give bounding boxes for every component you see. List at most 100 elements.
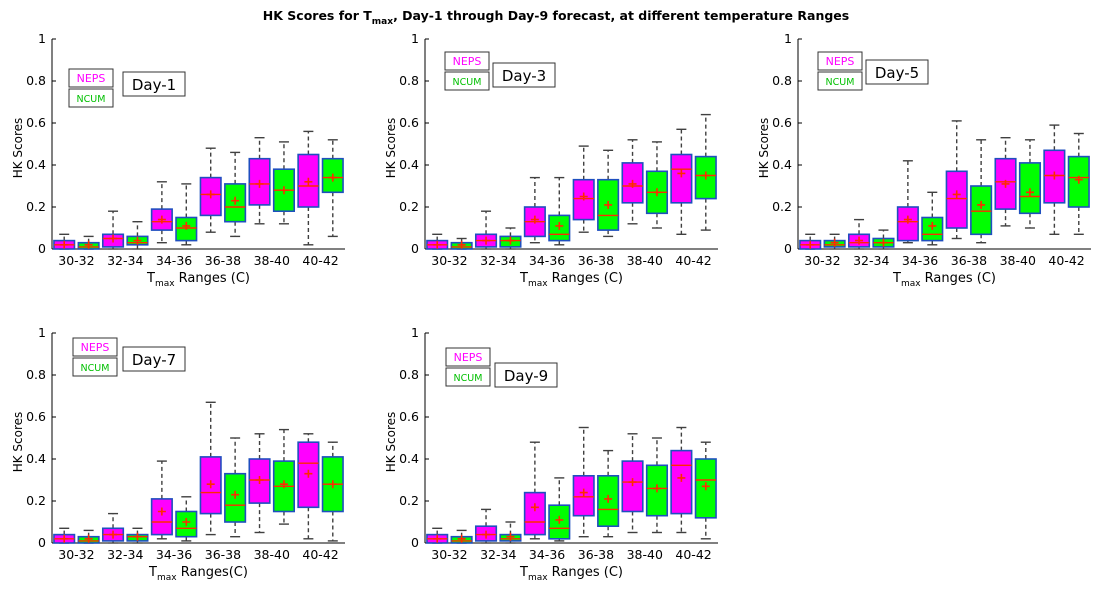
y-tick-label: 0.8: [26, 367, 46, 382]
ncum-box: [645, 141, 669, 229]
y-axis-label: HK Scores: [384, 118, 398, 179]
neps-box: [53, 527, 76, 544]
x-tick-label: 36-38: [205, 547, 241, 562]
x-axis-label-subscript: max: [901, 279, 921, 289]
mean-marker: [182, 518, 191, 526]
neps-box: [523, 176, 546, 244]
x-tick-label: 32-34: [480, 253, 516, 268]
y-tick-label: 0.4: [399, 451, 419, 466]
mean-marker: [628, 478, 637, 487]
x-tick-label: 38-40: [254, 253, 290, 268]
day-label-box: [494, 362, 558, 388]
y-tick-label: 1: [784, 31, 792, 46]
day-label: Day-5: [875, 64, 919, 82]
ncum-box: [872, 229, 895, 250]
x-axis-label-rest: Ranges (C): [548, 565, 623, 580]
mean-marker: [977, 200, 986, 209]
legend-ncum-label: NCUM: [81, 363, 110, 374]
y-tick-label: 0.4: [26, 451, 46, 466]
neps-box: [248, 433, 271, 534]
neps-box: [572, 426, 595, 538]
x-tick-label: 32-34: [853, 253, 889, 268]
mean-marker: [279, 186, 288, 195]
day-label: Day-3: [502, 67, 546, 85]
mean-marker: [530, 215, 539, 224]
day-label-box: [865, 59, 929, 85]
x-tick-label: 38-40: [254, 547, 290, 562]
mean-marker: [133, 532, 142, 541]
mean-marker: [879, 238, 888, 247]
neps-box: [150, 460, 173, 540]
neps-box: [621, 433, 644, 534]
y-tick-label: 0.6: [26, 409, 46, 424]
figure-title-rest: , Day-1 through Day-9 forecast, at diffe…: [393, 8, 849, 23]
mean-marker: [133, 236, 142, 245]
mean-marker: [206, 480, 215, 489]
box-body: [670, 153, 693, 204]
ncum-box: [1018, 139, 1042, 229]
ncum-box: [499, 521, 522, 544]
ncum-box: [694, 113, 717, 231]
mean-marker: [304, 469, 313, 478]
legend-neps-label: NEPS: [826, 55, 855, 68]
mean-marker: [84, 534, 93, 543]
x-tick-label: 32-34: [107, 253, 143, 268]
neps-box: [572, 145, 595, 233]
mean-marker: [530, 503, 539, 512]
mean-marker: [555, 221, 564, 230]
x-tick-label: 40-42: [1048, 253, 1084, 268]
y-tick-label: 1: [411, 325, 419, 340]
neps-box: [474, 508, 498, 544]
day-label-box: [122, 71, 186, 97]
legend: NEPS NCUM: [68, 68, 114, 108]
y-axis-label: HK Scores: [11, 412, 25, 473]
mean-marker: [157, 507, 166, 516]
mean-marker: [328, 480, 337, 489]
mean-marker: [701, 482, 710, 491]
mean-marker: [84, 240, 93, 249]
mean-marker: [255, 179, 264, 188]
x-axis-label-subscript: max: [157, 573, 177, 583]
neps-box: [523, 441, 546, 540]
x-axis-label-subscript: max: [528, 279, 548, 289]
mean-marker: [677, 169, 686, 178]
neps-box: [670, 128, 693, 236]
mean-marker: [677, 473, 686, 482]
ncum-box: [224, 151, 247, 238]
figure-title-main: HK Scores for T: [263, 8, 372, 23]
mean-marker: [506, 532, 515, 541]
mean-marker: [1050, 171, 1059, 180]
y-tick-label: 0.2: [772, 199, 792, 214]
y-tick-label: 0.6: [26, 115, 46, 130]
legend-ncum-box: [817, 71, 863, 91]
y-tick-label: 0: [784, 241, 792, 256]
ncum-box: [175, 496, 198, 542]
neps-box: [799, 233, 822, 250]
x-tick-label: 30-32: [431, 547, 467, 562]
x-tick-label: 32-34: [107, 547, 143, 562]
day-label: Day-9: [504, 367, 548, 385]
box-body: [670, 449, 693, 515]
neps-box: [101, 512, 125, 544]
x-axis-label-rest: Ranges (C): [921, 271, 996, 286]
ncum-box: [175, 183, 198, 246]
mean-marker: [506, 236, 515, 245]
neps-box: [670, 426, 693, 534]
legend-neps-box: [68, 68, 114, 88]
x-tick-label: 30-32: [804, 253, 840, 268]
x-tick-label: 30-32: [58, 253, 94, 268]
ncum-box: [126, 527, 149, 544]
x-axis-label-main: T: [148, 565, 157, 580]
neps-box: [297, 130, 320, 246]
x-tick-label: 40-42: [675, 547, 711, 562]
legend-neps-label: NEPS: [77, 72, 106, 85]
x-tick-label: 34-36: [902, 253, 938, 268]
legend: NEPS NCUM: [444, 51, 490, 91]
y-tick-label: 0.2: [399, 493, 419, 508]
y-tick-label: 1: [411, 31, 419, 46]
x-axis-label-rest: Ranges (C): [548, 271, 623, 286]
x-axis-label-subscript: max: [528, 573, 548, 583]
mean-marker: [652, 484, 661, 493]
box-body: [970, 185, 993, 236]
mean-marker: [206, 190, 215, 199]
